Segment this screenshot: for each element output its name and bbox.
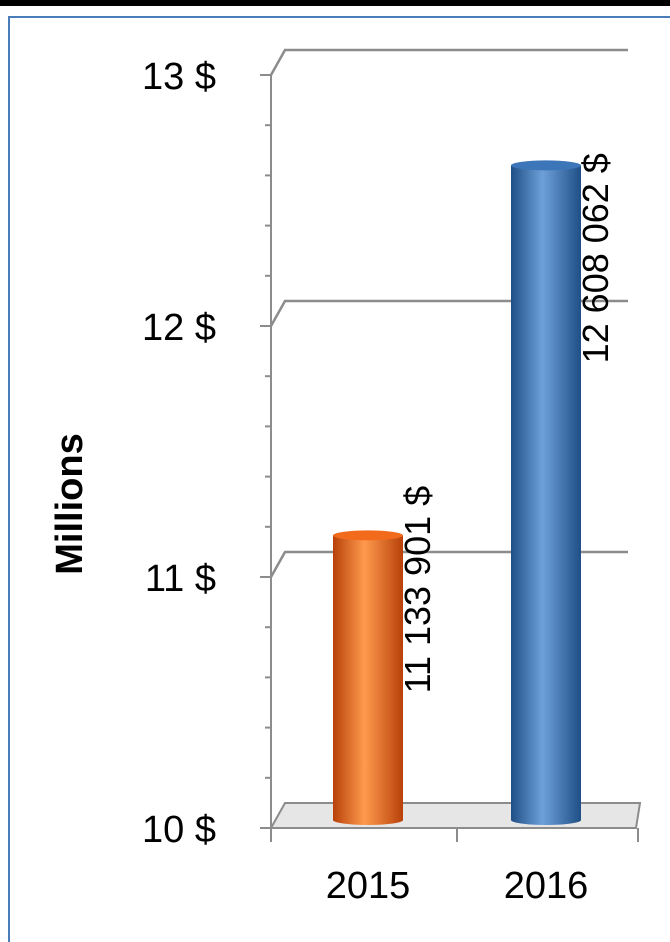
y-tick-label: 13 $: [142, 56, 216, 98]
axes: [260, 74, 639, 842]
labels: 10 $ 11 $ 12 $ 13 $ Millions 11 133 901 $ 2015…: [49, 56, 616, 907]
y-axis-title: Millions: [49, 433, 91, 574]
data-label: 11 133 901 $: [397, 486, 438, 694]
chart-floor: [269, 802, 642, 829]
top-rule: [0, 0, 670, 6]
y-tick-label: 12 $: [142, 307, 216, 349]
bar-top-cap: [333, 530, 403, 541]
bar-base-cap: [333, 815, 403, 825]
data-label: 12 608 062 $: [575, 153, 616, 363]
bar-2015: [333, 535, 403, 820]
bar-top-cap: [511, 160, 581, 171]
bars: [333, 160, 581, 825]
gridline: [269, 48, 628, 76]
x-tick-label: 2015: [326, 865, 411, 907]
y-tick-label: 10 $: [142, 809, 216, 851]
y-tick-label: 11 $: [145, 558, 216, 600]
x-tick-label: 2016: [504, 865, 589, 907]
bar-2016: [511, 165, 581, 820]
bar-base-cap: [511, 815, 581, 825]
